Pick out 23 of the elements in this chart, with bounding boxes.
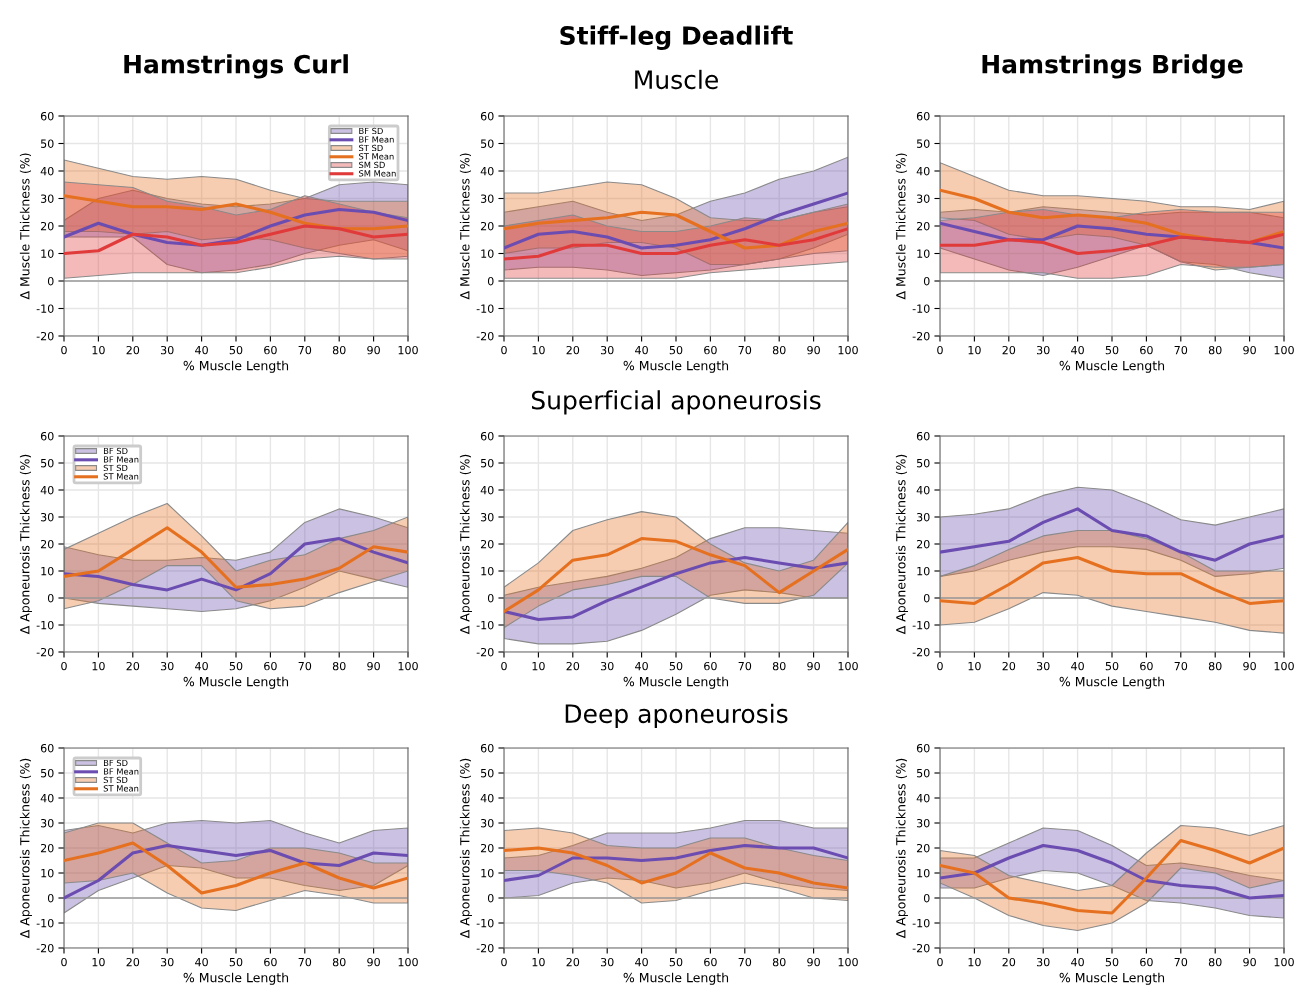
line-series <box>940 843 1284 900</box>
line-series <box>940 838 1284 915</box>
line-series <box>504 191 848 250</box>
line-series <box>504 843 848 883</box>
chart-subtitle: Deep aponeurosis <box>565 703 788 728</box>
line-series <box>64 194 408 231</box>
line-series <box>64 526 408 589</box>
chart-title: Stiff-leg Deadlift <box>560 25 793 50</box>
line-series <box>504 210 848 250</box>
line-series <box>64 207 408 247</box>
chart-subtitle: Muscle <box>635 69 718 90</box>
line-series <box>940 507 1284 562</box>
line-series <box>64 224 408 256</box>
line-series <box>64 537 408 592</box>
line-series <box>940 232 1284 256</box>
chart-title: Hamstrings Bridge <box>982 54 1243 79</box>
chart-subtitle: Superficial aponeurosis <box>531 390 821 415</box>
line-series <box>940 555 1284 605</box>
line-series <box>504 537 848 614</box>
line-series <box>504 846 848 890</box>
line-series <box>504 227 848 261</box>
chart-title: Hamstrings Curl <box>124 54 348 79</box>
line-series <box>504 555 848 622</box>
